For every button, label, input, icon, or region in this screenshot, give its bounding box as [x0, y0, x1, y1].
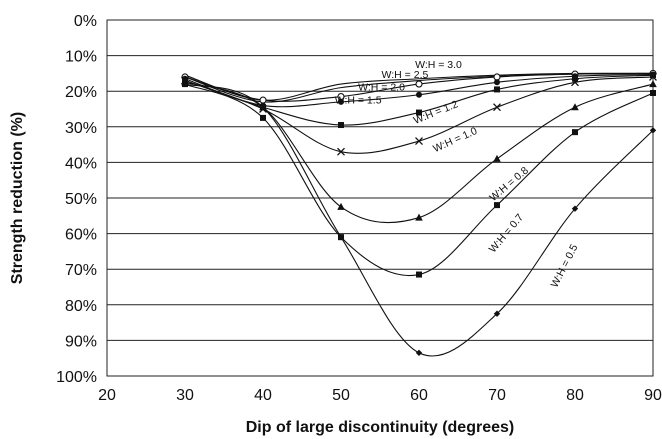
x-tick-labels: 20 30 40 50 60 70 80 90 [98, 387, 662, 404]
data-point-s08 [571, 103, 579, 111]
data-point-s10 [493, 103, 501, 112]
x-tick-label: 70 [488, 387, 506, 404]
data-point-s08 [337, 202, 345, 210]
data-point-s12 [416, 109, 422, 116]
data-point-s07 [650, 89, 656, 96]
curve-label-s10: W:H = 1.0 [431, 125, 479, 155]
data-point-s07 [572, 129, 578, 136]
y-tick-label: 20% [65, 84, 97, 101]
data-point-s12 [650, 72, 656, 79]
data-point-s10 [337, 147, 345, 156]
x-tick-label: 90 [644, 387, 662, 404]
x-axis-title: Dip of large discontinuity (degrees) [246, 419, 514, 436]
y-tick-label: 50% [65, 191, 97, 208]
data-point-s12 [338, 122, 344, 129]
data-point-s20 [415, 80, 423, 88]
data-point-s05 [259, 104, 267, 111]
data-point-s12 [572, 75, 578, 82]
y-tick-label: 90% [65, 333, 97, 350]
curve-label-s05: W:H = 0.5 [549, 242, 581, 289]
curve-label-s12: W:H = 1.2 [412, 98, 460, 127]
y-tick-label: 100% [56, 369, 97, 386]
data-point-s08 [649, 80, 657, 88]
data-point-s20 [493, 73, 501, 81]
data-point-s05 [415, 349, 423, 357]
curve-label-s30: W:H = 3.0 [415, 59, 462, 71]
x-tick-label: 80 [566, 387, 584, 404]
y-axis-title: Strength reduction (%) [9, 112, 26, 284]
data-point-s15 [338, 98, 344, 105]
data-point-s05 [337, 233, 345, 241]
data-point-s10 [649, 73, 657, 81]
data-point-s07 [494, 202, 500, 209]
y-tick-label: 80% [65, 298, 97, 315]
curve-label-s20: W:H = 2.0 [358, 81, 405, 93]
data-point-s05 [649, 127, 657, 134]
y-tick-label: 60% [65, 227, 97, 244]
curve-label-s25: W:H = 2.5 [382, 69, 429, 81]
data-point-s05 [571, 205, 579, 212]
x-tick-label: 20 [98, 387, 116, 404]
data-point-s05 [493, 310, 501, 317]
data-point-s15 [494, 79, 500, 86]
y-tick-label: 0% [74, 13, 97, 30]
data-point-s10 [415, 137, 423, 145]
data-point-s07 [260, 114, 266, 121]
plot-frame [106, 19, 654, 377]
marker-layer [181, 69, 657, 357]
curve-label-s15: W:H = 1.5 [335, 95, 382, 107]
x-tick-label: 40 [254, 387, 272, 404]
data-point-s12 [494, 86, 500, 93]
data-point-s20 [259, 96, 267, 104]
y-tick-labels: 0% 10% 20% 30% 40% 50% 60% 70% 80% 90% 100% [56, 13, 97, 386]
data-point-s07 [416, 271, 422, 278]
curve-labels: W:H = 3.0W:H = 2.5W:H = 2.0 W:H = 1.5 W:H … [335, 59, 581, 290]
data-point-s05 [181, 80, 189, 88]
x-tick-label: 30 [176, 387, 194, 404]
x-tick-label: 60 [410, 387, 428, 404]
y-tick-label: 30% [65, 120, 97, 137]
y-tick-label: 70% [65, 262, 97, 279]
data-point-s08 [493, 154, 501, 162]
data-point-s10 [571, 78, 579, 87]
x-tick-label: 50 [332, 387, 350, 404]
y-tick-label: 10% [65, 49, 97, 66]
data-point-s08 [415, 213, 423, 221]
data-point-s15 [416, 91, 422, 98]
y-tick-label: 40% [65, 155, 97, 172]
